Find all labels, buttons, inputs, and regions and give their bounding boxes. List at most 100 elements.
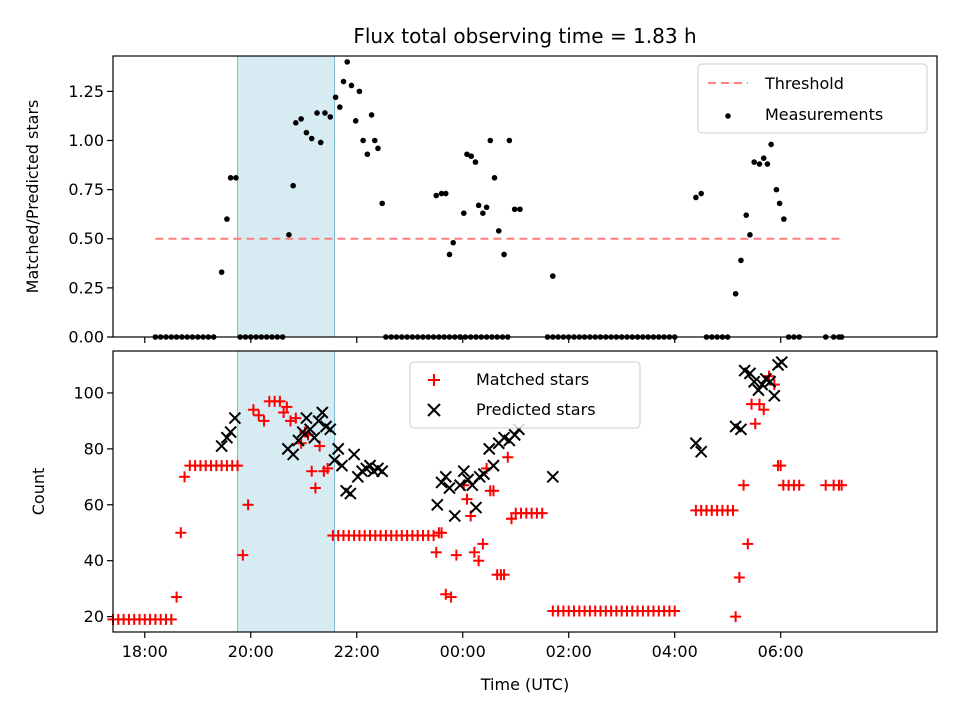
- x-tick-label: 20:00: [228, 642, 274, 661]
- matched-star-point: [793, 479, 805, 491]
- predicted-star-stroke-b: [439, 470, 452, 484]
- shaded-span-top: [237, 55, 335, 338]
- measurement-point: [227, 175, 234, 181]
- predicted-star-point: [752, 383, 765, 397]
- predicted-star-point: [775, 355, 788, 369]
- predicted-star-point: [375, 465, 389, 478]
- measurement-point: [764, 161, 771, 167]
- measurement-point: [781, 216, 787, 222]
- matched-star-point: [242, 499, 254, 511]
- predicted-star-stroke-b: [469, 501, 483, 514]
- measurement-point: [327, 114, 334, 120]
- matched-star-point: [730, 611, 742, 623]
- measurement-point: [286, 232, 292, 238]
- measurement-point: [314, 110, 320, 116]
- counts-ytick-label: 20: [84, 607, 104, 626]
- measurement-point: [233, 175, 239, 181]
- predicted-star-point: [469, 501, 483, 514]
- matched-star-point: [179, 471, 191, 483]
- predicted-star-point: [763, 375, 777, 388]
- predicted-star-point: [296, 425, 309, 439]
- predicted-star-stroke-b: [747, 375, 761, 388]
- predicted-star-stroke-b: [743, 367, 757, 380]
- matched-star-point: [727, 504, 739, 516]
- matched-star-point: [498, 569, 510, 581]
- measurement-point: [487, 137, 494, 144]
- predicted-star-point: [292, 434, 305, 447]
- predicted-star-stroke-b: [286, 448, 300, 461]
- predicted-star-stroke-b: [335, 459, 349, 472]
- ratio-ytick-label: 0.50: [68, 229, 104, 248]
- matched-star-point: [461, 493, 473, 505]
- predicted-star-stroke-b: [487, 459, 500, 472]
- predicted-star-stroke-b: [224, 425, 237, 439]
- measurement-point: [517, 206, 523, 213]
- measurement-point: [468, 153, 475, 160]
- measurement-point: [768, 141, 774, 148]
- x-axis-ticks: 18:00 20:00 22:00 00:00 02:00 04:00 06:00: [122, 337, 804, 661]
- x-tick-label: 00:00: [440, 642, 486, 661]
- predicted-star-point: [743, 367, 757, 380]
- predicted-star-point: [453, 479, 467, 492]
- measurement-point: [224, 216, 230, 222]
- matched-star-point: [536, 507, 548, 519]
- predicted-star-stroke-b: [308, 431, 321, 444]
- matched-star-point: [428, 530, 440, 542]
- measurement-point: [506, 137, 513, 144]
- predicted-star-point: [344, 487, 357, 500]
- matched-star-point: [165, 613, 177, 625]
- measurement-point: [336, 104, 343, 110]
- ratio-legend: Threshold Measurements: [697, 63, 928, 134]
- predicted-star-point: [228, 411, 242, 425]
- predicted-star-point: [457, 465, 471, 478]
- predicted-star-stroke-b: [546, 470, 560, 484]
- measurement-point: [756, 161, 763, 167]
- measurement-point: [442, 190, 449, 197]
- predicted-star-point: [747, 375, 761, 388]
- measurement-point: [747, 232, 753, 238]
- matched-star-point: [281, 401, 293, 413]
- matched-star-point: [175, 527, 187, 539]
- predicted-star-point: [546, 470, 560, 484]
- matched-star-point: [473, 555, 485, 567]
- predicted-star-stroke-b: [312, 414, 325, 428]
- matched-star-point: [487, 485, 499, 497]
- predicted-star-stroke-b: [497, 431, 511, 444]
- predicted-star-point: [316, 406, 329, 419]
- measurements-series: [152, 59, 845, 340]
- matched-star-point: [749, 418, 761, 430]
- legend-predicted-label: Predicted stars: [476, 400, 596, 419]
- predicted-star-stroke-b: [763, 375, 777, 388]
- measurement-point: [379, 200, 385, 207]
- legend-measurements-swatch: [725, 113, 731, 119]
- measurement-point: [743, 212, 750, 218]
- predicted-star-stroke-b: [344, 487, 357, 500]
- predicted-star-point: [443, 481, 456, 495]
- predicted-star-stroke-b: [375, 465, 389, 478]
- measurement-point: [332, 94, 339, 101]
- predicted-star-stroke-b: [457, 465, 471, 478]
- predicted-star-point: [689, 437, 703, 450]
- ratio-ytick-label: 1.25: [68, 82, 104, 101]
- predicted-star-stroke-b: [448, 509, 461, 523]
- measurement-point: [356, 88, 363, 95]
- x-tick-label: 04:00: [652, 642, 698, 661]
- shaded-span-bottom: [237, 350, 335, 633]
- measurement-point: [322, 110, 328, 116]
- predicted-star-point: [308, 431, 321, 444]
- legend-matched-label: Matched stars: [476, 370, 589, 389]
- matched-star-point: [502, 451, 514, 463]
- legend-predicted-swatch: [427, 403, 441, 417]
- ratio-panel: 0.00 0.25 0.50 0.75 1.00 1.25 Matched/Predict…: [23, 55, 938, 347]
- predicted-star-stroke-b: [694, 445, 708, 458]
- matched-star-point: [258, 415, 270, 427]
- matched-star-point: [237, 549, 249, 561]
- predicted-star-stroke-b: [755, 378, 769, 391]
- matched-star-point: [669, 605, 681, 617]
- ratio-panel-frame: [112, 55, 938, 338]
- predicted-star-point: [220, 431, 234, 444]
- measurement-point: [776, 200, 783, 207]
- measurement-point: [433, 192, 440, 199]
- measurement-point: [495, 228, 502, 234]
